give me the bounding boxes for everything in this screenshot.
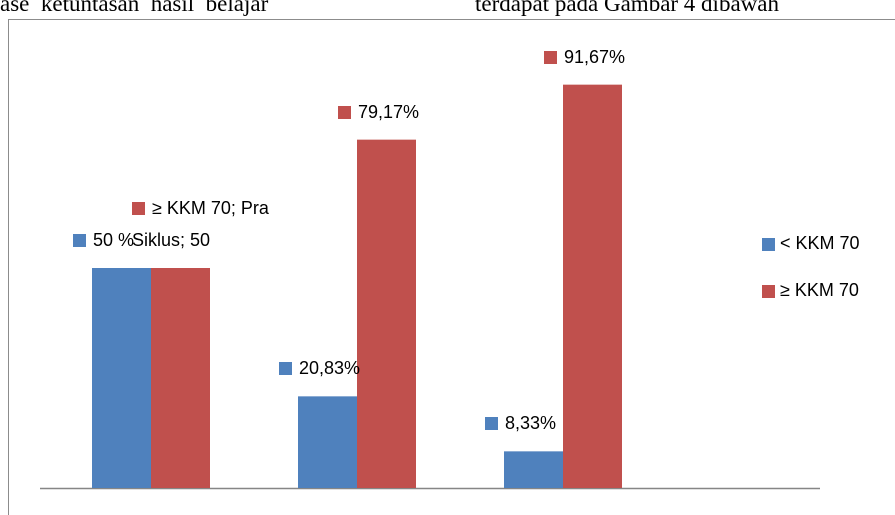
- legend-label: < KKM 70: [780, 233, 860, 253]
- text-fragment: terdapat pada Gambar 4 dibawah: [475, 0, 779, 16]
- label-swatch: [338, 105, 351, 119]
- bar: [298, 396, 357, 488]
- data-label-text: 50 %: [93, 230, 135, 250]
- data-label: 20,83%: [279, 352, 360, 384]
- bar: [563, 84, 622, 488]
- label-swatch: [544, 50, 557, 64]
- text-fragment: ase ketuntasan hasil belajar: [0, 0, 269, 16]
- bar: [357, 139, 416, 489]
- legend-label: ≥ KKM 70: [780, 280, 859, 300]
- data-label-text: 91,67%: [564, 46, 626, 67]
- chart-frame: [8, 19, 895, 515]
- bar: [92, 268, 151, 488]
- data-label-text: 20,83%: [299, 358, 361, 379]
- label-swatch: [279, 362, 292, 376]
- data-label: 50 %: [73, 224, 134, 256]
- data-label-text: 8,33%: [505, 413, 557, 434]
- bar: [504, 451, 563, 488]
- data-label: 79,17%: [338, 96, 419, 128]
- data-label-text: ≥ KKM 70; Pra Siklus; 50: [132, 198, 269, 250]
- data-label: 8,33%: [485, 407, 556, 439]
- legend-swatch: [762, 285, 775, 298]
- data-label-text: 79,17%: [358, 101, 420, 122]
- bar: [151, 268, 210, 488]
- label-swatch: [485, 417, 498, 431]
- label-swatch: [73, 234, 86, 247]
- label-swatch: [132, 202, 145, 215]
- data-label: 91,67%: [544, 41, 625, 73]
- document-text: ase ketuntasan hasil belajar terdapat pa…: [0, 0, 895, 21]
- legend-swatch: [762, 238, 775, 251]
- data-label: ≥ KKM 70; Pra Siklus; 50: [132, 192, 282, 256]
